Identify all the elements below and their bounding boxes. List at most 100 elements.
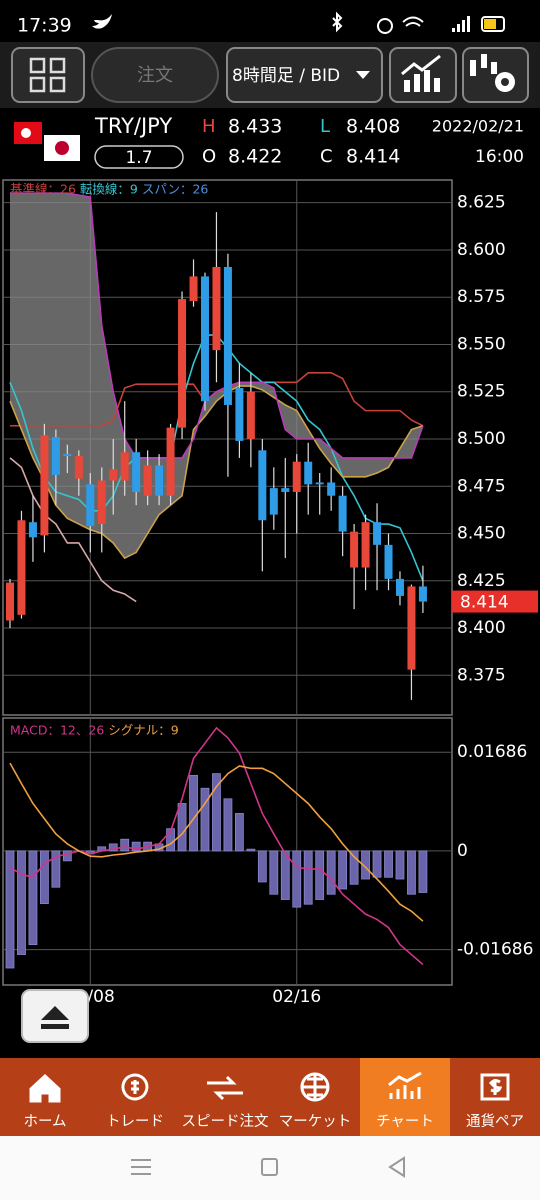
candle-body	[418, 586, 427, 602]
indicator-line	[9, 457, 137, 603]
candle-body	[395, 578, 404, 596]
close-label: C	[320, 146, 333, 167]
y-tick-label: 8.375	[457, 665, 506, 685]
flag-jpy-sun	[55, 141, 69, 155]
histogram-bar	[372, 850, 382, 878]
pair: TRY/JPY	[94, 114, 172, 138]
candle-body	[292, 461, 301, 492]
histogram-bar	[395, 850, 405, 880]
candle-body	[235, 387, 244, 441]
legend-entry: スパン：26	[142, 182, 209, 197]
indicator-button[interactable]	[389, 47, 457, 103]
nav-icons	[131, 1156, 405, 1178]
status-icons	[332, 11, 505, 34]
date: 2022/02/21	[432, 117, 524, 136]
order-button[interactable]	[91, 47, 219, 103]
low: 8.408	[346, 116, 400, 138]
candle-body	[315, 482, 324, 485]
y-tick-label: 8.575	[457, 287, 506, 307]
histogram-bar	[384, 850, 393, 878]
eject-icon	[41, 1006, 69, 1029]
legend-entry: 転換線：9	[80, 182, 138, 197]
menu-button[interactable]	[11, 47, 85, 103]
histogram-bar	[303, 850, 313, 905]
last-price-tag	[452, 590, 538, 613]
candle-body	[166, 427, 175, 496]
legend-entry: 基準線：26	[10, 182, 76, 197]
open: 8.422	[228, 146, 282, 168]
candle-body	[17, 520, 26, 615]
histogram-bar	[292, 850, 302, 908]
timeframe-dropdown[interactable]	[226, 47, 383, 103]
tab-icon	[121, 1073, 149, 1101]
y-tick-label: 8.400	[457, 618, 506, 638]
legend-entry: MACD：12、26	[10, 723, 104, 738]
histogram-bar	[131, 841, 141, 852]
last-price-label: 8.414	[460, 593, 509, 613]
histogram-bar	[280, 850, 290, 900]
candle-body	[28, 522, 37, 538]
histogram-bar	[326, 850, 336, 895]
histogram-bar	[5, 850, 15, 969]
histogram-bar	[407, 850, 416, 895]
indicator-line	[10, 192, 424, 459]
tab-icon	[207, 1075, 243, 1101]
candle-body	[373, 522, 382, 545]
histogram-bar	[17, 850, 26, 955]
y-tick-label: 8.625	[457, 193, 506, 213]
close: 8.414	[346, 146, 400, 168]
y-tick-label: 0.01686	[457, 742, 527, 762]
tab-label: ホーム	[23, 1114, 66, 1130]
y-tick-label: 8.500	[457, 429, 506, 449]
tab-label: トレード	[106, 1114, 164, 1130]
candle-body	[258, 450, 267, 521]
histogram-bar	[51, 850, 61, 888]
timeframe-label: 8時間足 / BID	[232, 66, 340, 86]
candle-body	[97, 480, 106, 525]
x-tick-label: 02/16	[272, 987, 321, 1007]
grid-icon	[29, 57, 66, 93]
candle-body	[281, 488, 290, 492]
dropdown-arrow	[356, 71, 370, 79]
tab-icon	[300, 1072, 330, 1102]
high: 8.433	[228, 116, 282, 138]
y-tick-label: 8.550	[457, 334, 506, 354]
candle-body	[304, 461, 313, 485]
high-label: H	[202, 116, 216, 137]
y-tick-label: 8.475	[457, 476, 506, 496]
candle-body	[350, 531, 359, 568]
tab-label: チャート	[376, 1114, 434, 1130]
histogram-bar	[120, 838, 130, 852]
candle-body	[63, 454, 72, 457]
y-tick-label: 8.425	[457, 571, 506, 591]
histogram-bar	[246, 848, 256, 852]
y-tick-label: -0.01686	[457, 940, 533, 960]
histogram-bar	[361, 850, 370, 880]
candle-body	[361, 522, 370, 568]
tab-label: マーケット	[279, 1113, 352, 1130]
histogram-bar	[338, 850, 348, 890]
histogram-bar	[315, 850, 325, 900]
candle-body	[132, 452, 141, 492]
candle-body	[40, 435, 49, 536]
tab-icon	[480, 1073, 510, 1101]
open-label: O	[202, 146, 216, 167]
histogram-bar	[223, 798, 233, 852]
status-bar	[0, 0, 540, 42]
tab-label: 通貨ペア	[466, 1113, 524, 1130]
spread: 1.7	[125, 148, 152, 168]
histogram-bar	[234, 813, 244, 852]
candle-body	[143, 465, 152, 496]
histogram-bar	[418, 850, 428, 893]
candle-body	[407, 586, 416, 670]
spread-pill	[94, 145, 184, 169]
candle-body	[338, 495, 347, 532]
histogram-bar	[212, 773, 221, 852]
histogram-bar	[62, 850, 72, 862]
candle-body	[327, 482, 336, 496]
candle-body	[86, 484, 95, 526]
histogram-bar	[28, 850, 38, 945]
tab-icon	[29, 1073, 61, 1103]
